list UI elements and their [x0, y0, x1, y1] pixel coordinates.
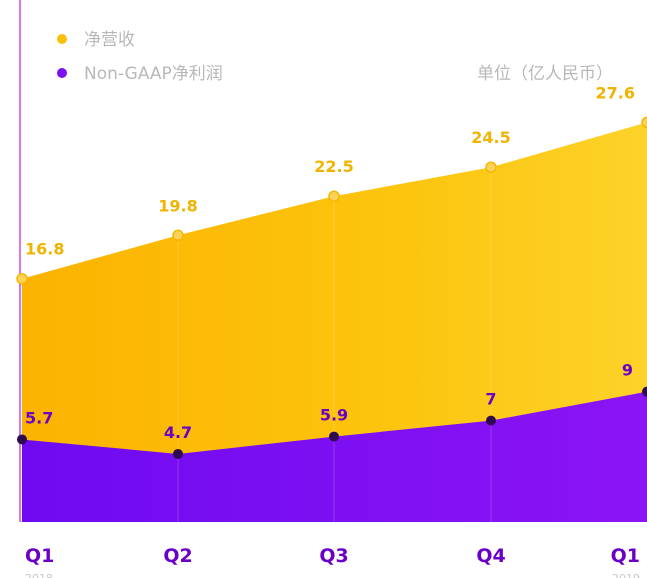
x-axis-year-labels: 2018 2019: [25, 572, 640, 578]
net-profit-points: [17, 386, 647, 459]
legend: 净营收 Non-GAAP净利润: [57, 30, 223, 84]
net-profit-label-q1-next: 9: [622, 361, 633, 380]
revenue-label-q4: 24.5: [471, 128, 510, 147]
x-axis-labels: Q1 Q2 Q3 Q4 Q1: [25, 545, 640, 567]
net-profit-labels: 5.7 4.7 5.9 7 9: [25, 361, 633, 442]
revenue-label-q2: 19.8: [158, 196, 197, 215]
net-profit-label-q2: 4.7: [164, 423, 192, 442]
legend-label-revenue: 净营收: [84, 30, 135, 50]
x-tick-q1-next: Q1: [611, 545, 640, 567]
year-label-last: 2019: [612, 572, 640, 578]
net-profit-label-q3: 5.9: [320, 406, 348, 425]
legend-marker-revenue: [57, 34, 67, 44]
revenue-point-4: [641, 116, 647, 129]
net-profit-point-4: [642, 386, 647, 397]
revenue-point-3: [485, 161, 497, 173]
unit-label: 单位（亿人民币）: [477, 64, 613, 84]
x-tick-q1: Q1: [25, 545, 54, 567]
x-tick-q4: Q4: [476, 545, 505, 567]
revenue-point-0: [16, 272, 28, 285]
legend-label-net-profit: Non-GAAP净利润: [84, 64, 223, 84]
revenue-point-1: [172, 229, 184, 242]
legend-marker-net-profit: [57, 68, 67, 78]
revenue-label-q1-next: 27.6: [596, 83, 635, 102]
net-profit-point-1: [173, 448, 183, 459]
net-profit-point-2: [329, 431, 339, 442]
revenue-label-q3: 22.5: [314, 157, 353, 176]
x-tick-q3: Q3: [319, 545, 348, 567]
year-label-first: 2018: [25, 572, 53, 578]
revenue-points: [16, 116, 647, 285]
revenue-point-2: [328, 190, 340, 202]
net-profit-label-q4: 7: [485, 390, 496, 409]
net-profit-label-q1: 5.7: [25, 408, 53, 427]
net-profit-point-0: [17, 434, 27, 445]
category-separators: [177, 167, 492, 522]
net-profit-point-3: [486, 415, 496, 426]
revenue-label-q1: 16.8: [25, 240, 64, 259]
x-tick-q2: Q2: [163, 545, 192, 567]
revenue-labels: 16.8 19.8 22.5 24.5 27.6: [25, 83, 635, 258]
